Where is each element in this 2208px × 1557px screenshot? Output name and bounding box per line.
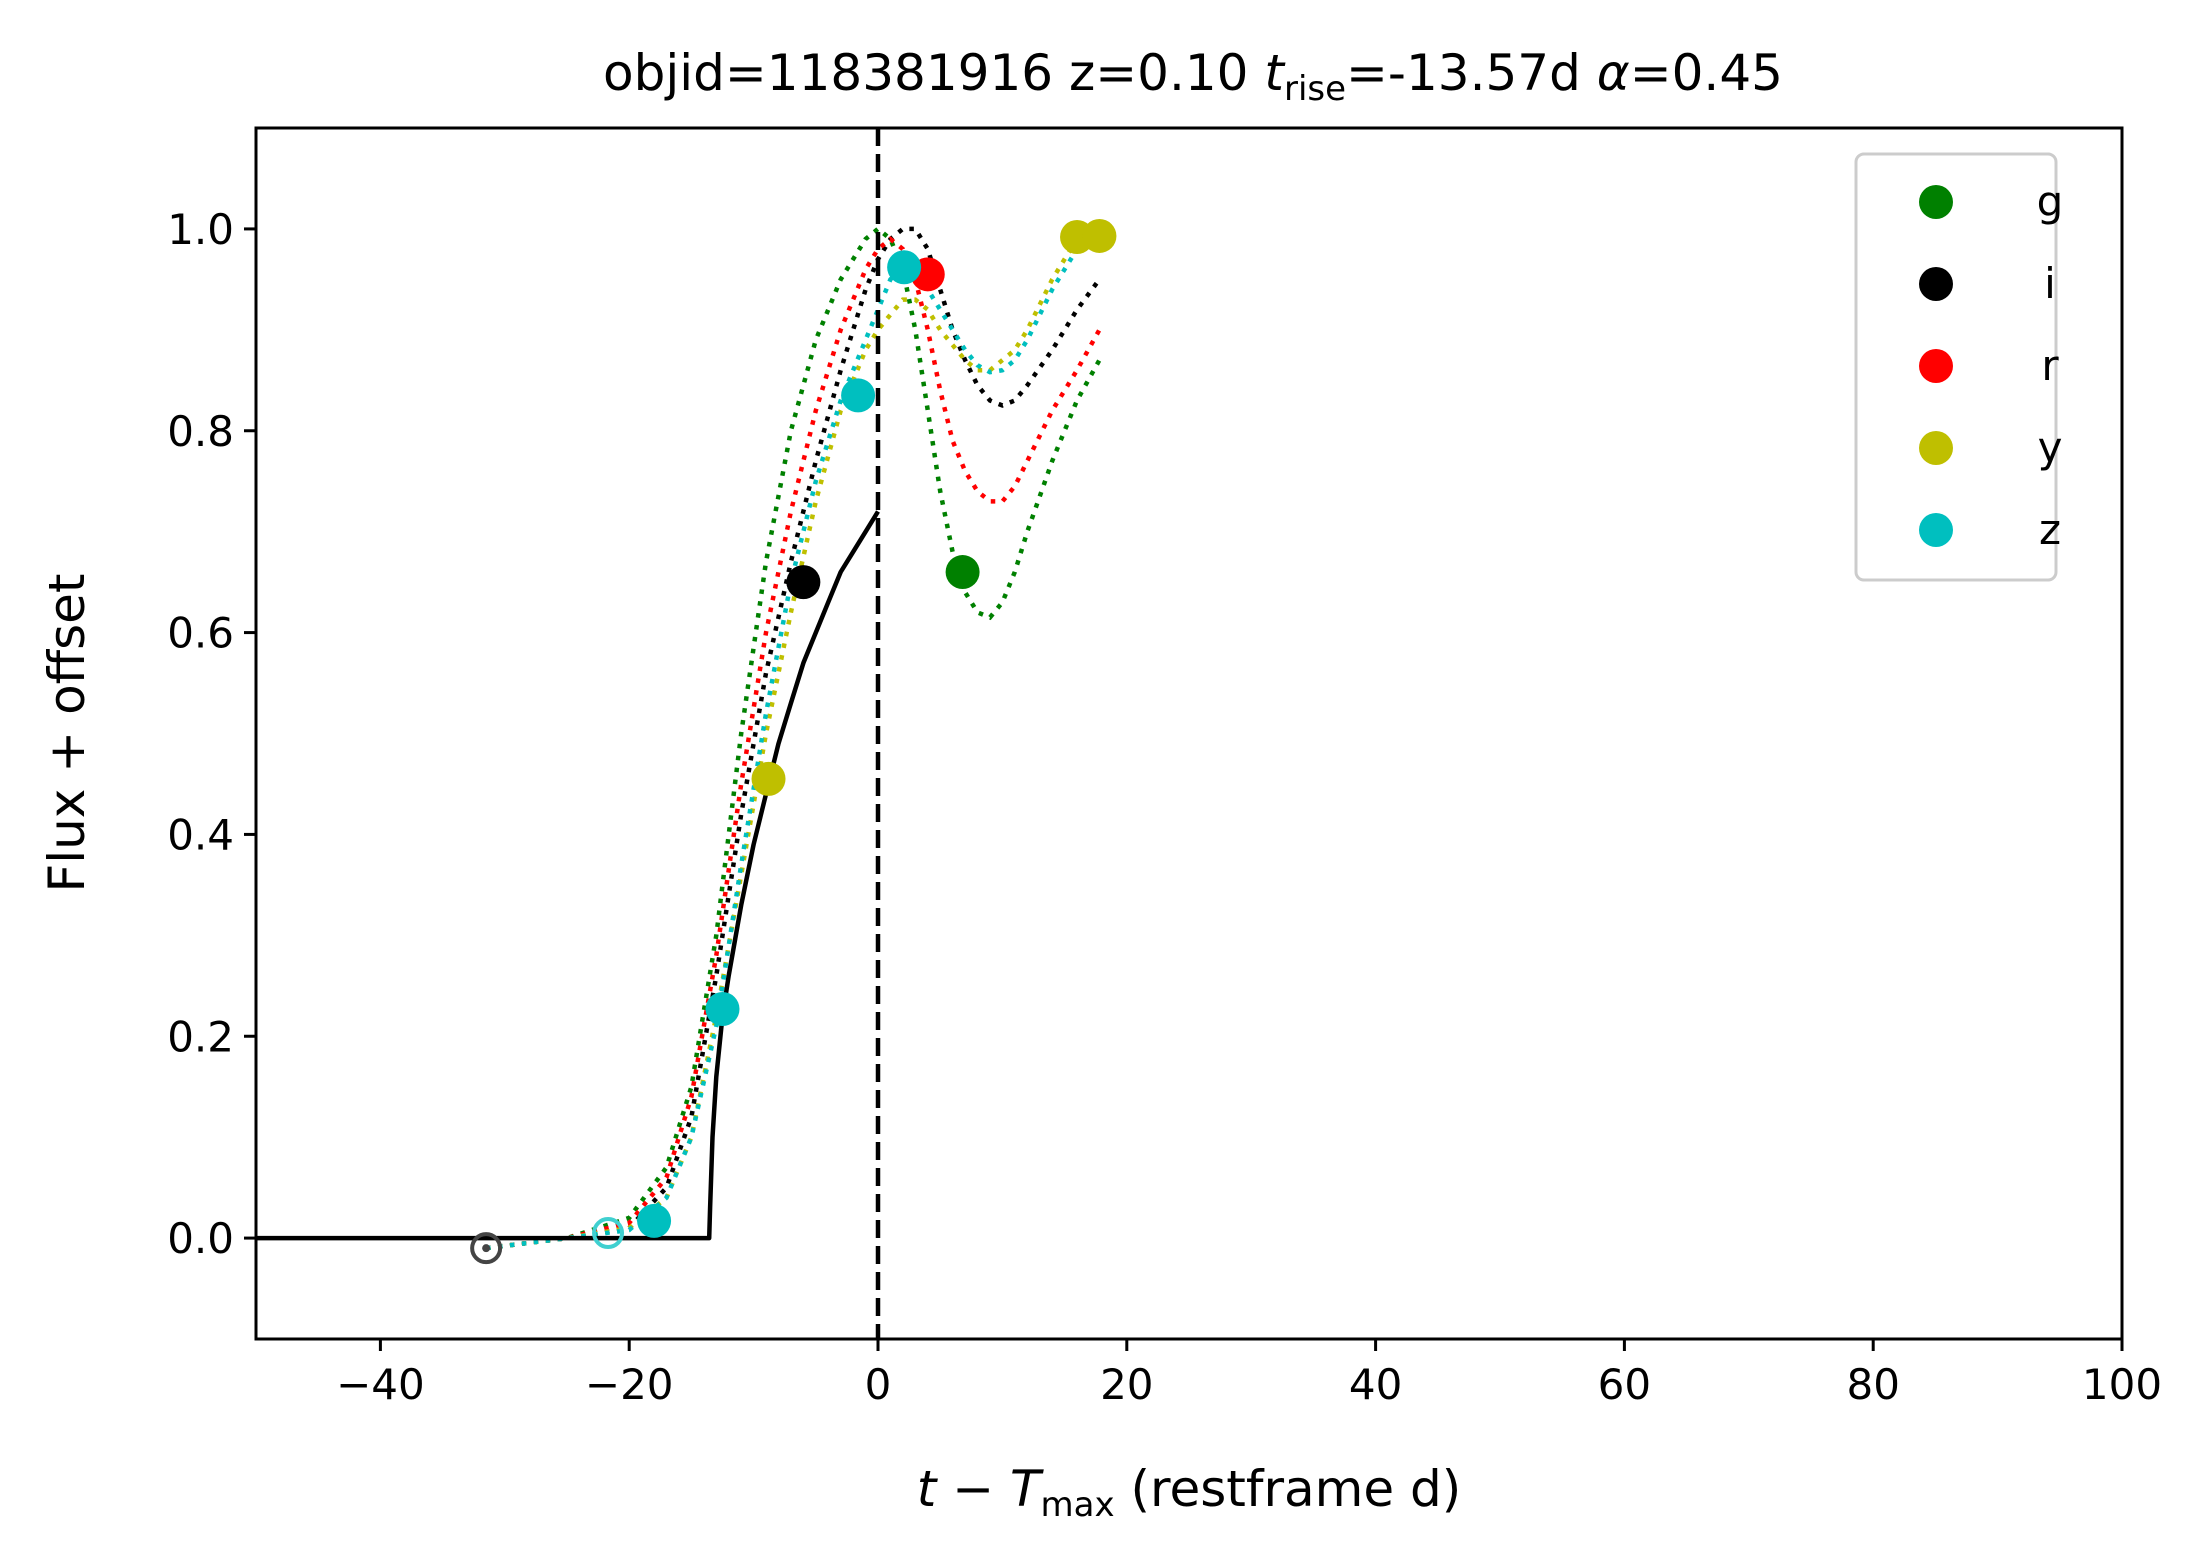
series-curve-y [485,226,1101,1251]
title-prefix: objid=118381916 z=0.10 [603,44,1264,102]
open-point-z-0 [592,1217,625,1250]
legend-box [1854,152,2058,582]
title-middle: =-13.57d [1346,44,1597,102]
title-alpha-symbol: α [1597,44,1630,102]
x-tick-label: 0 [865,1360,892,1409]
legend-label-g: g [2037,177,2064,226]
x-tick-label: 60 [1598,1360,1651,1409]
y-tick-label: 0.8 [167,407,234,456]
xlabel-suffix: (restframe d) [1115,1460,1462,1518]
data-point-i-0 [786,565,821,600]
title-trise-symbol: t [1264,44,1286,102]
y-tick-label: 0.2 [167,1012,234,1061]
series-curve-z [485,236,1101,1251]
title-suffix: =0.45 [1630,44,1783,102]
x-tick-label: −20 [585,1360,674,1409]
series-curve-r [485,236,1102,1251]
axis-ticks: −40 −20 0 20 40 60 80 100 0.0 0.2 0.4 0.6 0.8 1.0 [167,205,2162,1409]
plot-area [256,128,1117,1339]
legend-label-y: y [2038,423,2063,472]
legend-marker-y [1919,431,1953,465]
y-axis-label: Flux + offset [38,573,96,892]
x-tick-label: 40 [1349,1360,1402,1409]
data-point-z-1 [705,992,740,1027]
title-trise-subscript: rise [1284,69,1346,109]
y-tick-label: 1.0 [167,205,234,254]
legend-label-z: z [2039,505,2061,554]
data-point-y-2 [1082,218,1117,253]
y-tick-label: 0.6 [167,609,234,658]
y-tick-label: 0.0 [167,1214,234,1263]
data-point-y-0 [751,761,786,796]
legend-marker-r [1919,349,1953,383]
chart-title: objid=118381916 z=0.10 trise=-13.57d α=0… [603,44,1783,109]
x-tick-label: 100 [2082,1360,2162,1409]
legend-label-i: i [2044,259,2056,308]
legend-marker-i [1919,267,1953,301]
open-point-i-0 [470,1232,503,1265]
open-point-center-i-0 [482,1244,491,1253]
xlabel-subscript: max [1041,1485,1115,1525]
xlabel-main: t − T [917,1460,1044,1518]
x-tick-label: 80 [1846,1360,1899,1409]
axes-frame [254,126,2124,1341]
legend-marker-z [1919,513,1953,547]
data-point-g-0 [945,555,980,590]
y-tick-label: 0.4 [167,810,234,859]
x-tick-label: −40 [336,1360,425,1409]
data-point-z-0 [637,1203,672,1238]
x-axis-label: t − Tmax (restframe d) [917,1460,1462,1525]
legend-label-r: r [2041,341,2059,390]
x-tick-label: 20 [1100,1360,1153,1409]
legend-marker-g [1919,185,1953,219]
data-point-z-2 [841,378,876,413]
data-point-z-3 [887,250,922,285]
